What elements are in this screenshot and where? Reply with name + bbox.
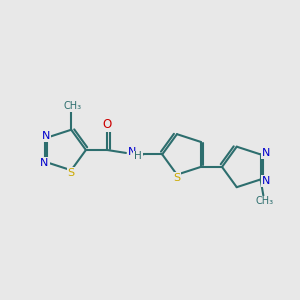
Text: CH₃: CH₃ — [256, 196, 274, 206]
Text: N: N — [128, 147, 136, 157]
Text: CH₃: CH₃ — [64, 101, 82, 111]
Text: N: N — [262, 148, 270, 158]
Text: N: N — [262, 176, 270, 186]
Text: H: H — [134, 152, 142, 161]
Text: O: O — [103, 118, 112, 131]
Text: S: S — [173, 172, 181, 183]
Text: N: N — [40, 158, 49, 167]
Text: S: S — [68, 168, 75, 178]
Text: N: N — [42, 131, 50, 141]
